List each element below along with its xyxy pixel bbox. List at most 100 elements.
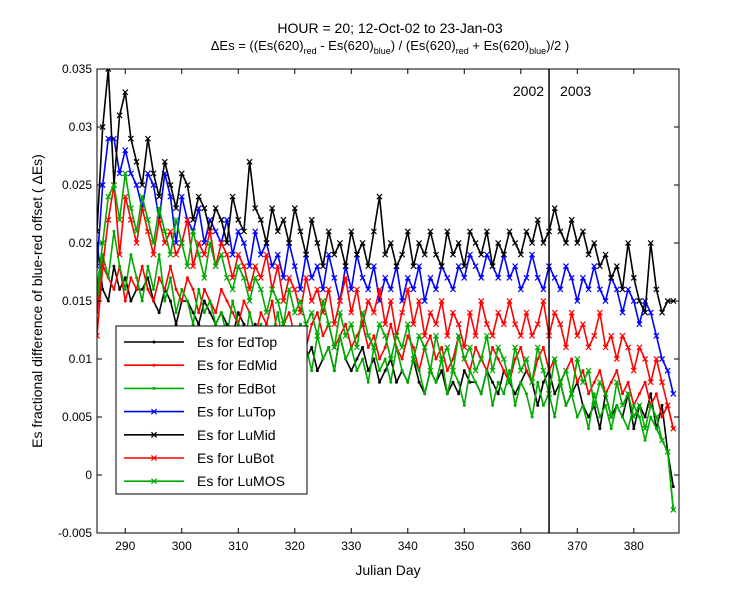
data-point-marker (659, 309, 666, 316)
data-point-marker (325, 286, 332, 293)
chart-title-line1: HOUR = 20; 12-Oct-02 to 23-Jan-03 (277, 20, 502, 36)
data-point-marker (496, 392, 500, 396)
data-point-marker (359, 239, 366, 247)
data-point-marker (376, 286, 383, 293)
data-point-marker (178, 239, 185, 247)
data-point-marker (201, 251, 208, 258)
y-axis-label: Es fractional difference of blue-red off… (29, 154, 45, 448)
data-point-marker (653, 413, 660, 421)
data-point-marker (575, 380, 579, 384)
data-point-marker (133, 239, 140, 247)
data-point-marker (248, 311, 252, 315)
data-point-marker (564, 403, 568, 407)
data-point-marker (240, 263, 247, 270)
y-tick-label: 0.005 (62, 410, 92, 424)
data-point-marker (263, 251, 270, 258)
data-point-marker (212, 263, 219, 270)
data-point-marker (574, 332, 581, 339)
legend-label: Es for EdTop (197, 334, 277, 350)
chart-title-line2: ΔEs = ((Es(620)red - Es(620)blue) / (Es(… (211, 38, 569, 56)
data-point-marker (400, 369, 404, 373)
data-point-marker (353, 344, 360, 351)
data-point-marker (625, 286, 632, 293)
data-point-marker (252, 228, 259, 235)
data-point-marker (208, 311, 212, 315)
data-point-marker (517, 367, 524, 374)
x-tick-label: 340 (398, 539, 418, 553)
data-point-marker (139, 193, 146, 200)
data-point-marker (180, 287, 184, 291)
data-point-marker (157, 253, 161, 257)
data-point-marker (557, 286, 564, 293)
data-point-marker (489, 263, 496, 270)
y-tick-label: 0.02 (69, 236, 93, 250)
data-point-marker (269, 286, 276, 293)
data-point-marker (353, 251, 360, 258)
data-point-marker (636, 297, 643, 305)
data-point-marker (444, 228, 451, 235)
data-point-marker (585, 251, 592, 258)
data-point-marker (389, 322, 393, 326)
data-point-marker (338, 334, 342, 338)
data-point-marker (551, 205, 558, 212)
legend-item: Es for EdBot (124, 380, 276, 396)
data-point-marker (664, 367, 671, 374)
data-point-marker (389, 380, 393, 384)
data-point-marker (152, 287, 156, 291)
title-part: + Es(620) (469, 38, 529, 53)
data-point-marker (534, 274, 541, 281)
data-point-marker (626, 427, 630, 431)
data-point-marker (592, 380, 596, 384)
data-point-marker (116, 216, 123, 223)
data-point-marker (122, 193, 129, 200)
data-point-marker (123, 299, 127, 303)
data-point-marker (361, 345, 365, 349)
title-subscript: blue (529, 46, 546, 56)
data-point-marker (97, 286, 101, 293)
data-point-marker (491, 403, 495, 407)
data-point-marker (512, 239, 519, 247)
title-part: - Es(620) (317, 38, 374, 53)
data-point-marker (609, 427, 613, 431)
data-point-marker (440, 345, 444, 349)
data-point-marker (325, 228, 332, 235)
data-point-marker (394, 380, 398, 384)
data-point-marker (314, 286, 321, 293)
data-point-marker (472, 332, 479, 339)
data-point-marker (461, 263, 468, 270)
data-point-marker (336, 239, 343, 247)
data-point-marker (240, 228, 247, 235)
x-tick-label: 320 (285, 539, 305, 553)
data-point-marker (636, 321, 643, 328)
series-es-for-lumid (97, 69, 677, 316)
data-point-marker (127, 205, 134, 212)
data-point-marker (642, 309, 649, 316)
data-point-marker (417, 369, 421, 373)
data-point-marker (500, 321, 507, 328)
data-point-marker (344, 357, 348, 361)
data-point-marker (457, 380, 461, 384)
data-point-marker (421, 332, 428, 339)
data-point-marker (472, 263, 479, 270)
data-point-marker (291, 309, 298, 316)
data-point-marker (557, 379, 564, 386)
data-point-marker (206, 239, 214, 247)
data-point-marker (133, 158, 140, 165)
data-point-marker (410, 355, 417, 363)
data-point-marker (276, 311, 280, 315)
data-point-marker (303, 251, 310, 258)
data-point-marker (444, 274, 451, 281)
data-point-marker (291, 286, 298, 293)
legend-item: Es for LuMOS (124, 473, 285, 489)
data-point-marker (474, 345, 478, 349)
data-point-marker (670, 297, 677, 305)
data-point-marker (122, 170, 129, 177)
data-point-marker (310, 345, 314, 349)
data-point-marker (592, 392, 596, 396)
data-point-marker (536, 357, 540, 361)
data-point-marker (596, 263, 603, 270)
data-point-marker (613, 263, 620, 270)
data-point-marker (178, 193, 185, 200)
data-point-marker (286, 286, 293, 293)
data-point-marker (608, 332, 615, 339)
